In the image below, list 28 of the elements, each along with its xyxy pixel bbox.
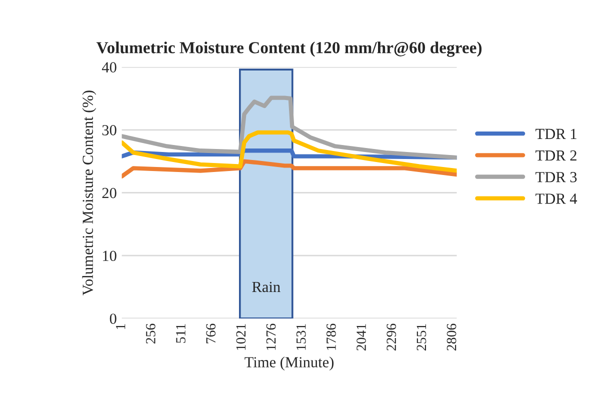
legend-label: TDR 3 xyxy=(536,172,577,182)
legend-label: TDR 4 xyxy=(536,194,578,204)
y-tick-label: 20 xyxy=(102,188,116,198)
x-tick-label: 2551 xyxy=(416,324,426,350)
line-series xyxy=(122,130,457,173)
band-label: Rain xyxy=(252,282,280,292)
x-tick-label: 1 xyxy=(116,324,126,330)
x-tick-label: 766 xyxy=(206,324,216,344)
x-tick-label: 256 xyxy=(146,324,156,344)
x-tick-label: 2296 xyxy=(386,324,396,350)
legend-label: TDR 1 xyxy=(536,128,576,139)
line-series xyxy=(122,159,457,178)
x-tick-label: 1531 xyxy=(296,324,306,350)
x-tick-label: 2041 xyxy=(356,324,366,350)
y-tick-label: 30 xyxy=(102,125,116,136)
legend-label: TDR 2 xyxy=(536,150,576,161)
y-tick-label: 40 xyxy=(102,62,116,72)
line-series xyxy=(122,96,457,160)
x-tick-label: 2806 xyxy=(446,324,456,350)
chart-title: Volumetric Moisture Content (120 mm/hr@60 degree) xyxy=(96,42,482,57)
y-tick-label: 10 xyxy=(103,250,116,262)
x-tick-label: 511 xyxy=(176,324,186,343)
x-tick-label: 1786 xyxy=(326,324,336,350)
x-tick-label: 1276 xyxy=(266,324,276,350)
y-axis-title: Volumetric Moisture Content (%) xyxy=(82,90,96,296)
x-tick-label: 1021 xyxy=(236,324,246,350)
x-axis-title: Time (Minute) xyxy=(244,356,334,370)
y-tick-label: 0 xyxy=(110,314,116,324)
